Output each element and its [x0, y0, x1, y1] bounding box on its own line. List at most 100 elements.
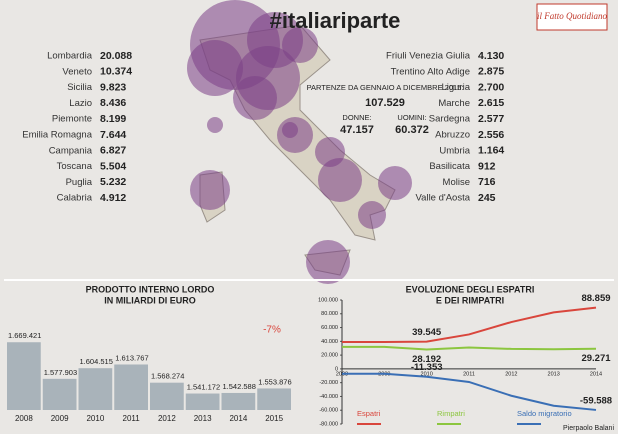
- logo-box: [536, 3, 608, 31]
- bar: [42, 378, 77, 410]
- value-label: 1.553.876: [258, 377, 291, 386]
- title: #italiariparte: [270, 8, 401, 33]
- region-value: 5.232: [100, 176, 126, 188]
- region-name: Valle d'Aosta: [416, 193, 471, 204]
- region-name: Friuli Venezia Giulia: [386, 51, 471, 62]
- region-name: Piemonte: [52, 114, 92, 125]
- y-tick-label: -60.000: [319, 408, 338, 414]
- value-label: 1.542.588: [223, 382, 256, 391]
- region-value: 2.615: [478, 97, 504, 109]
- region-value: 8.199: [100, 113, 126, 125]
- logo: il Fatto Quotidiano: [537, 11, 608, 21]
- region-name: Trentino Alto Adige: [391, 66, 470, 77]
- x-tick-label: 2009: [51, 414, 69, 423]
- region-name: Campania: [49, 145, 93, 156]
- bar: [221, 392, 256, 410]
- legend-label: Saldo migratorio: [517, 409, 572, 418]
- region-value: 2.556: [478, 129, 504, 141]
- y-tick-label: 40.000: [321, 339, 338, 345]
- line: [342, 306, 597, 344]
- chart-subtitle: IN MILIARDI DI EURO: [104, 295, 196, 305]
- region-value: 4.912: [100, 192, 126, 204]
- region-name: Marche: [438, 98, 470, 109]
- region-name: Liguria: [441, 82, 470, 93]
- region-value: 2.875: [478, 66, 504, 78]
- totals-label: PARTENZE DA GENNAIO A DICEMBRE 2015:: [307, 83, 464, 92]
- region-name: Sardegna: [429, 114, 471, 125]
- y-tick-label: -20.000: [319, 380, 338, 386]
- region-name: Lazio: [69, 98, 92, 109]
- y-tick-label: 80.000: [321, 311, 338, 317]
- x-tick-label: 2015: [265, 414, 283, 423]
- x-tick-label: 2014: [229, 414, 247, 423]
- legend-label: Rimpatri: [437, 409, 465, 418]
- value-label: 88.859: [581, 293, 610, 304]
- value-label: 1.541.172: [187, 383, 220, 392]
- region-name: Molise: [443, 177, 470, 188]
- region-name: Basilicata: [429, 161, 470, 172]
- value-label: 1.669.421: [8, 331, 41, 340]
- region-name: Emilia Romagna: [22, 130, 92, 141]
- region-value: 10.374: [100, 66, 132, 78]
- region-value: 245: [478, 192, 496, 204]
- chart-subtitle: E DEI RIMPATRI: [436, 295, 504, 305]
- x-tick-label: 2010: [86, 414, 104, 423]
- x-tick-label: 2013: [548, 371, 560, 377]
- line: [342, 372, 597, 411]
- region-value: 2.700: [478, 81, 504, 93]
- y-tick-label: 20.000: [321, 353, 338, 359]
- men: 60.372: [395, 124, 429, 136]
- region-name: Abruzzo: [435, 130, 470, 141]
- bar: [257, 388, 291, 410]
- value-label: 29.271: [581, 353, 611, 364]
- value-label: 1.613.767: [115, 353, 148, 362]
- y-tick-label: -40.000: [319, 394, 338, 400]
- region-name: Calabria: [57, 193, 93, 204]
- totals-total: 107.529: [365, 97, 405, 109]
- y-tick-label: -80.000: [319, 421, 338, 427]
- x-tick-label: 2012: [505, 371, 517, 377]
- x-tick-label: 2014: [590, 371, 602, 377]
- women: 47.157: [340, 124, 374, 136]
- x-tick-label: 2010: [421, 371, 433, 377]
- region-value: 7.644: [100, 129, 126, 141]
- region-value: 5.504: [100, 160, 126, 172]
- region-name: Umbria: [439, 145, 470, 156]
- region-value: 2.577: [478, 113, 504, 125]
- region-name: Sicilia: [67, 82, 93, 93]
- bar: [150, 382, 184, 410]
- region-value: 8.436: [100, 97, 126, 109]
- region-value: 1.164: [478, 145, 504, 157]
- value-label: -11.353: [411, 362, 443, 373]
- men-label: UOMINI:: [397, 113, 426, 122]
- x-tick-label: 2008: [15, 414, 33, 423]
- x-tick-label: 2013: [194, 414, 212, 423]
- chart-title: EVOLUZIONE DEGLI ESPATRI: [406, 284, 535, 294]
- value-label: -59.588: [580, 395, 612, 406]
- y-tick-label: 0: [335, 366, 338, 372]
- value-label: 1.568.274: [151, 372, 184, 381]
- value-label: 1.604.515: [80, 357, 113, 366]
- bar: [78, 368, 113, 410]
- credit: Pierpaolo Balani: [563, 425, 614, 432]
- x-tick-label: 2011: [123, 414, 141, 423]
- chart-title: PRODOTTO INTERNO LORDO: [86, 284, 215, 294]
- region-name: Lombardia: [47, 51, 93, 62]
- region-name: Puglia: [66, 177, 93, 188]
- y-tick-label: 100.000: [318, 297, 338, 303]
- region-value: 716: [478, 176, 496, 188]
- x-tick-label: 2011: [463, 371, 475, 377]
- region-value: 4.130: [478, 50, 504, 62]
- region-name: Toscana: [57, 161, 93, 172]
- value-label: 1.577.903: [44, 368, 77, 377]
- region-value: 6.827: [100, 145, 126, 157]
- region-value: 912: [478, 160, 496, 172]
- value-label: 28.192: [412, 354, 441, 365]
- y-tick-label: 60.000: [321, 325, 338, 331]
- map: [187, 0, 412, 284]
- region-name: Veneto: [62, 66, 92, 77]
- line: [342, 345, 597, 351]
- region-value: 20.088: [100, 50, 132, 62]
- bar: [114, 364, 148, 410]
